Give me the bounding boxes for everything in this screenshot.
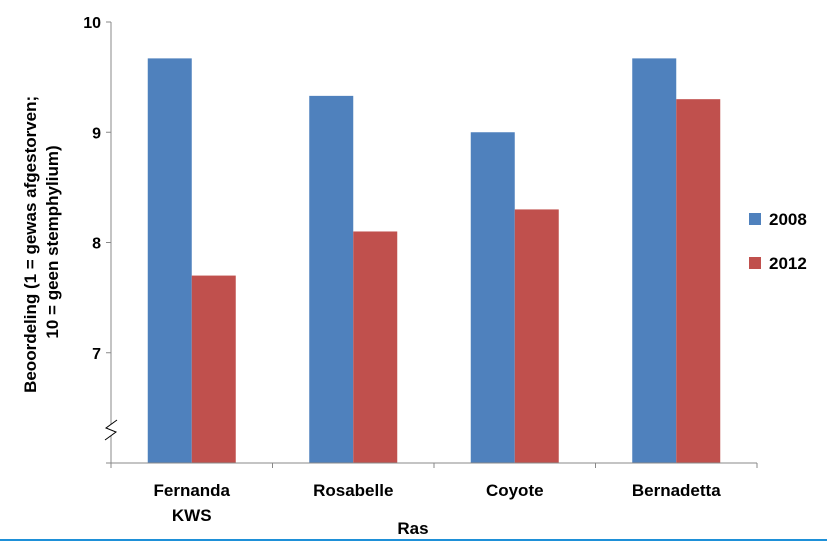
x-category-label-line: KWS xyxy=(172,506,212,525)
y-axis-title: Beoordeling (1 = gewas afgestorven; 10 =… xyxy=(21,91,62,393)
x-category-label: Coyote xyxy=(486,481,544,500)
y-axis-title-line-1: Beoordeling (1 = gewas afgestorven; xyxy=(21,96,40,393)
y-axis-title-line-2: 10 = geen stemphylium) xyxy=(43,145,62,338)
y-tick-label: 9 xyxy=(92,125,101,142)
x-axis-title: Ras xyxy=(397,519,428,538)
bar-2012-rosabelle xyxy=(353,231,398,463)
bar-2012-fernanda-kws xyxy=(191,275,236,463)
x-category-label-line: Fernanda xyxy=(153,481,230,500)
legend-swatch-2008 xyxy=(749,213,761,225)
y-tick-label: 7 xyxy=(92,346,101,363)
bar-2012-bernadetta xyxy=(676,99,721,464)
x-category-label-line: Bernadetta xyxy=(632,481,721,500)
x-categories-group: Fernanda KWS Rosabelle Coyote Bernadetta xyxy=(110,463,758,525)
bar-2008-rosabelle xyxy=(309,95,354,464)
x-category-label: Bernadetta xyxy=(632,481,721,500)
x-category-label-line: Coyote xyxy=(486,481,544,500)
x-category-label: Fernanda KWS xyxy=(153,481,230,525)
legend-swatch-2012 xyxy=(749,257,761,269)
x-category-label-line: Rosabelle xyxy=(313,481,393,500)
bars-group xyxy=(147,58,721,464)
y-axis-break-mark xyxy=(104,419,118,441)
legend: 2008 2012 xyxy=(749,210,807,273)
bar-2008-fernanda-kws xyxy=(147,58,192,463)
x-category-label: Rosabelle xyxy=(313,481,393,500)
y-tick-label: 8 xyxy=(92,236,101,253)
y-ticks-group: 7 8 9 10 xyxy=(83,15,111,464)
bar-2008-coyote xyxy=(470,132,515,463)
legend-label-2012: 2012 xyxy=(769,254,807,273)
y-tick-label: 10 xyxy=(83,15,101,32)
bar-2012-coyote xyxy=(514,209,559,463)
bar-2008-bernadetta xyxy=(632,58,677,463)
legend-label-2008: 2008 xyxy=(769,210,807,229)
